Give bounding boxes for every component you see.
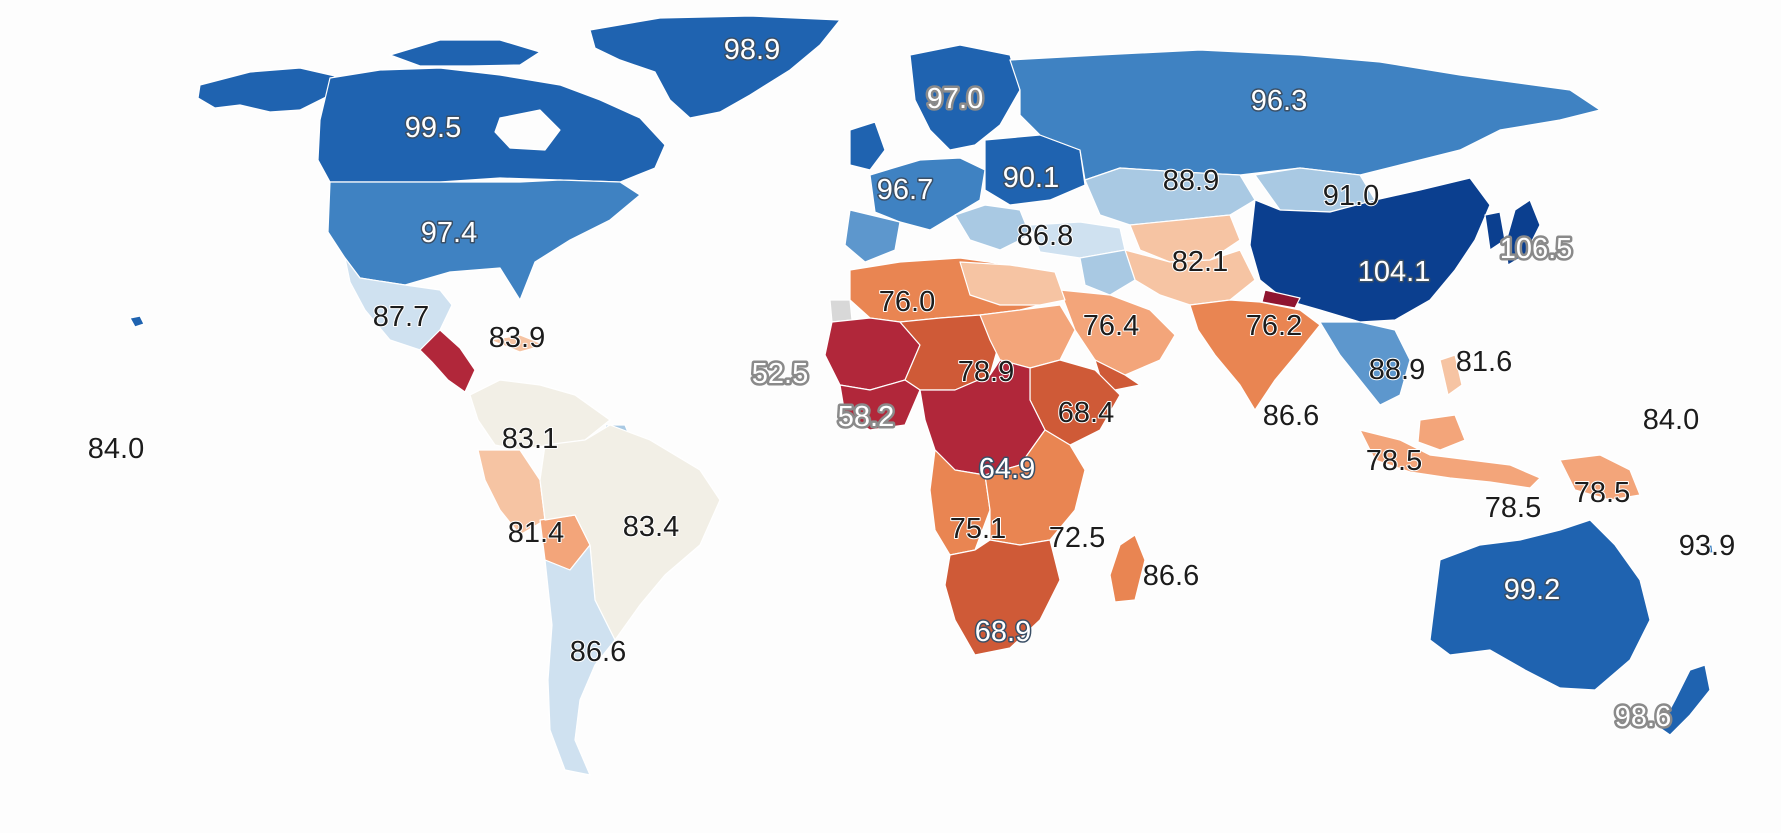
value-label-argentina: 86.6 <box>570 636 626 668</box>
region-greenland[interactable] <box>589 15 841 119</box>
region-alaska[interactable] <box>197 67 336 113</box>
value-label-mongolia: 91.0 <box>1323 180 1379 212</box>
value-label-kazakhstan: 88.9 <box>1163 165 1219 197</box>
value-label-angola: 75.1 <box>950 513 1006 545</box>
region-libya-egypt[interactable] <box>959 261 1066 306</box>
value-label-guinea-coast: 58.2 <box>838 401 894 433</box>
region-argentina-chile[interactable] <box>544 544 616 776</box>
region-canada-arctic[interactable] <box>389 39 541 67</box>
value-label-japan: 106.5 <box>1500 233 1573 265</box>
value-label-central-africa: 64.9 <box>979 453 1035 485</box>
value-label-brazil: 83.4 <box>623 511 679 543</box>
value-label-indonesia-east: 78.5 <box>1485 492 1541 524</box>
value-label-new-zealand: 98.6 <box>1615 701 1671 733</box>
value-label-southeast-asia: 88.9 <box>1369 354 1425 386</box>
region-hudson-bay <box>494 109 561 151</box>
value-label-indonesia-west: 78.5 <box>1366 445 1422 477</box>
region-middle-east[interactable] <box>1079 249 1136 296</box>
value-label-australia: 99.2 <box>1504 574 1560 606</box>
value-label-greenland: 98.9 <box>724 34 780 66</box>
value-label-south-asia-islands: 86.6 <box>1263 400 1319 432</box>
value-label-peru-bolivia: 81.4 <box>508 517 564 549</box>
region-peru[interactable] <box>477 449 546 536</box>
value-label-pacific-east: 84.0 <box>1643 404 1699 436</box>
value-label-mexico: 87.7 <box>373 301 429 333</box>
region-central-america[interactable] <box>419 329 476 393</box>
value-label-scandinavia: 97.0 <box>927 83 983 115</box>
region-korea[interactable] <box>1484 211 1506 251</box>
value-label-canada: 99.5 <box>405 112 461 144</box>
region-scandinavia[interactable] <box>909 44 1021 151</box>
value-label-pacific-west: 84.0 <box>88 433 144 465</box>
value-label-west-africa-coast: 52.5 <box>752 358 808 390</box>
value-label-india: 76.2 <box>1246 310 1302 342</box>
region-philippines[interactable] <box>1439 354 1463 396</box>
value-label-caribbean: 83.9 <box>489 322 545 354</box>
value-label-southern-africa: 68.9 <box>975 616 1031 648</box>
region-east-africa[interactable] <box>984 429 1086 546</box>
value-label-russia: 96.3 <box>1251 85 1307 117</box>
region-madagascar[interactable] <box>1109 534 1146 603</box>
value-label-arabia: 76.4 <box>1083 310 1139 342</box>
value-label-new-guinea: 78.5 <box>1574 477 1630 509</box>
value-label-east-africa: 72.5 <box>1049 522 1105 554</box>
region-cuba[interactable] <box>489 334 546 353</box>
region-southeast-asia[interactable] <box>1319 321 1411 406</box>
region-guinea-coast[interactable] <box>839 379 921 431</box>
value-label-pacific-islands: 93.9 <box>1679 530 1735 562</box>
region-iran-pakistan[interactable] <box>1124 249 1256 306</box>
value-label-eastern-europe: 90.1 <box>1003 162 1059 194</box>
region-new-guinea[interactable] <box>1559 454 1641 501</box>
region-japan[interactable] <box>1504 199 1541 266</box>
region-brazil[interactable] <box>539 424 721 641</box>
value-label-north-africa: 76.0 <box>879 286 935 318</box>
region-western-europe[interactable] <box>869 157 986 231</box>
region-west-sahara[interactable] <box>829 299 853 323</box>
region-canada[interactable] <box>317 67 666 183</box>
value-label-central-sahel: 78.9 <box>958 356 1014 388</box>
region-nepal[interactable] <box>1261 289 1301 309</box>
region-southern-africa[interactable] <box>944 539 1061 656</box>
value-label-western-europe: 96.7 <box>877 174 933 206</box>
region-arabia[interactable] <box>1059 289 1176 376</box>
region-iberia[interactable] <box>844 209 901 263</box>
value-label-horn-of-africa: 68.4 <box>1058 397 1114 429</box>
region-kazakhstan[interactable] <box>1084 167 1256 226</box>
value-label-madagascar: 86.6 <box>1143 560 1199 592</box>
region-balkans[interactable] <box>954 204 1031 251</box>
region-central-asia[interactable] <box>1129 214 1241 263</box>
value-label-colombia: 83.1 <box>502 423 558 455</box>
region-hawaii[interactable] <box>129 315 145 328</box>
region-uk-ireland[interactable] <box>849 121 886 171</box>
value-label-philippines: 81.6 <box>1456 346 1512 378</box>
region-russia[interactable] <box>1009 49 1601 181</box>
value-label-iran-pakistan: 82.1 <box>1172 246 1228 278</box>
region-australia[interactable] <box>1429 519 1651 691</box>
region-india[interactable] <box>1189 299 1321 411</box>
region-borneo-sulawesi[interactable] <box>1417 414 1466 451</box>
region-new-zealand[interactable] <box>1659 664 1711 736</box>
value-label-turkey: 86.8 <box>1017 220 1073 252</box>
value-label-china: 104.1 <box>1358 256 1431 288</box>
region-indonesia[interactable] <box>1359 429 1541 489</box>
region-pacific-islands[interactable] <box>1704 544 1714 554</box>
value-label-usa: 97.4 <box>421 217 477 249</box>
